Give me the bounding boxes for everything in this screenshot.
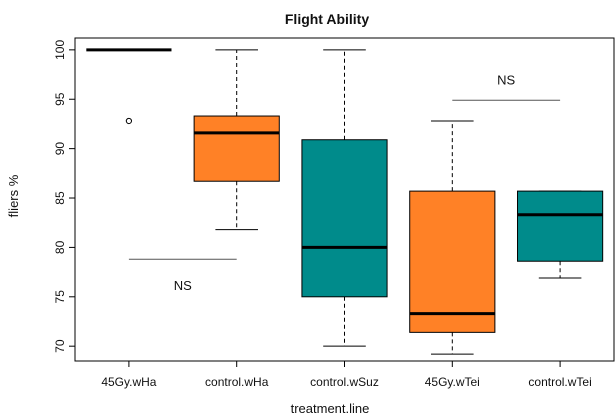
x-tick-label: control.wHa <box>205 375 269 389</box>
box-45Gy.wHa <box>86 48 172 125</box>
box-control.wSuz <box>301 49 388 347</box>
chart-title: Flight Ability <box>285 11 369 27</box>
y-axis: 70 75 80 85 90 95 100 <box>53 40 75 353</box>
box-45Gy.wTei <box>409 120 496 355</box>
box-control.wHa <box>193 49 280 231</box>
y-tick-label: 90 <box>53 142 67 156</box>
box-control.wTei <box>517 190 604 279</box>
x-tick-label: 45Gy.wHa <box>101 375 156 389</box>
y-axis-label: fliers % <box>6 174 21 217</box>
boxes <box>86 48 604 355</box>
y-tick-label: 95 <box>53 92 67 106</box>
box-body <box>409 190 496 333</box>
ns-label: NS <box>497 72 515 87</box>
y-tick-label: 100 <box>53 40 67 60</box>
outlier-point <box>125 117 132 125</box>
x-tick-label: control.wTei <box>528 375 591 389</box>
y-tick-label: 70 <box>53 339 67 353</box>
x-axis-label: treatment.line <box>291 401 370 416</box>
box-body <box>517 190 604 262</box>
y-tick-label: 80 <box>53 240 67 254</box>
x-tick-label: 45Gy.wTei <box>425 375 480 389</box>
y-tick-label: 85 <box>53 191 67 205</box>
box-body <box>301 139 388 298</box>
annotations: NS NS <box>128 72 561 293</box>
x-axis: 45Gy.wHa control.wHa control.wSuz 45Gy.wTei… <box>101 361 592 389</box>
ns-label: NS <box>174 278 192 293</box>
box-body <box>193 115 280 182</box>
x-tick-label: control.wSuz <box>310 375 379 389</box>
y-tick-label: 75 <box>53 290 67 304</box>
